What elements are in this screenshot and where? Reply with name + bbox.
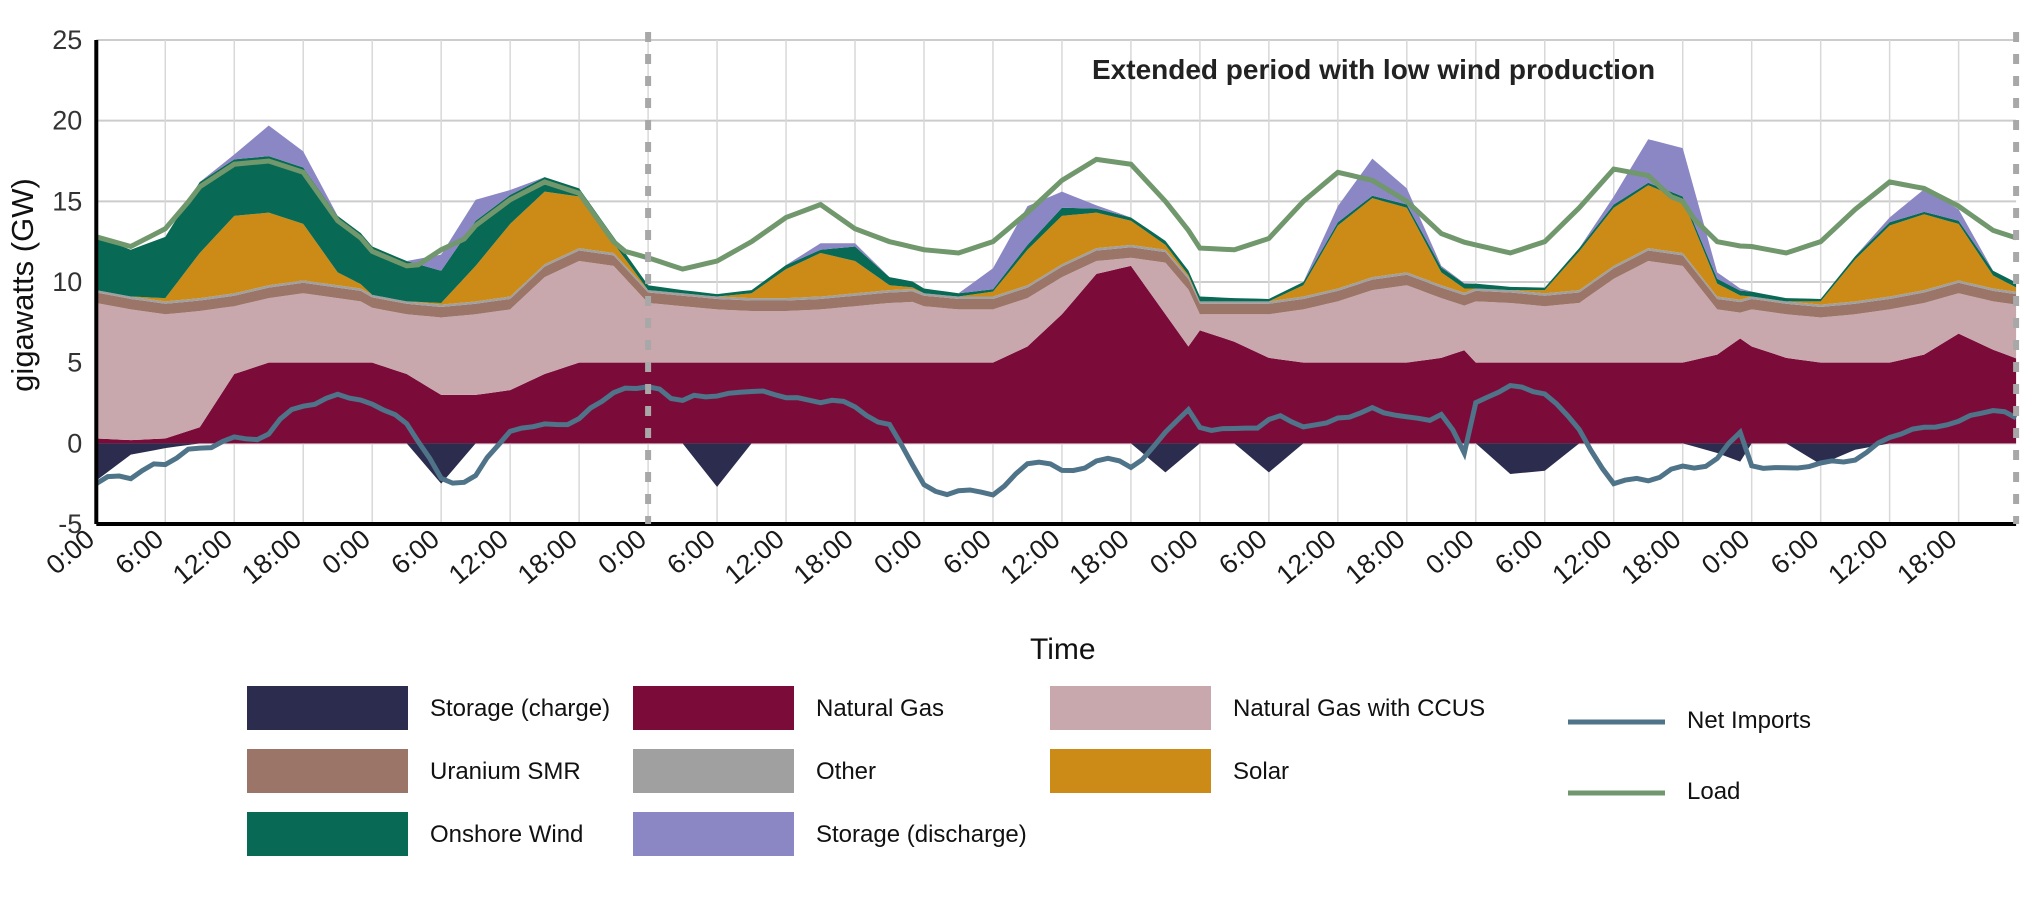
svg-text:25: 25 [52,25,82,55]
svg-text:Other: Other [816,758,876,785]
svg-text:Natural Gas: Natural Gas [816,695,944,722]
svg-text:Natural Gas with CCUS: Natural Gas with CCUS [1233,695,1485,722]
svg-text:Net Imports: Net Imports [1687,707,1811,734]
svg-text:Onshore Wind: Onshore Wind [430,821,583,848]
svg-text:Solar: Solar [1233,758,1289,785]
svg-text:Storage (charge): Storage (charge) [430,695,610,722]
svg-text:0: 0 [67,428,82,458]
svg-text:5: 5 [67,348,82,378]
svg-text:Extended period with low wind: Extended period with low wind production [1092,54,1655,85]
svg-text:Load: Load [1687,778,1740,805]
svg-text:-5: -5 [58,509,82,539]
svg-text:20: 20 [52,106,82,136]
svg-text:10: 10 [52,267,82,297]
svg-text:15: 15 [52,186,82,216]
svg-text:Uranium SMR: Uranium SMR [430,758,581,785]
svg-text:Storage (discharge): Storage (discharge) [816,821,1027,848]
